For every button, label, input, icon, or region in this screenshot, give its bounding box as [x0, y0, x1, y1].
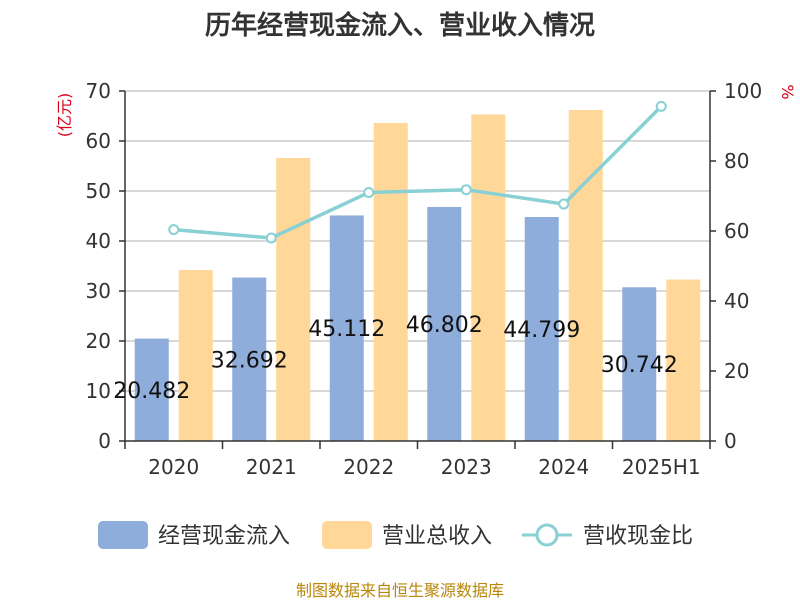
data-label-cash-inflow: 30.742 — [601, 353, 678, 378]
chart-title: 历年经营现金流入、营业收入情况 — [205, 10, 595, 41]
data-label-cash-inflow: 44.799 — [503, 318, 580, 343]
y-left-tick-label: 50 — [86, 179, 111, 203]
bar-revenue — [178, 270, 213, 441]
bars — [134, 110, 701, 441]
bar-revenue — [568, 110, 603, 441]
x-tick-label: 2024 — [538, 455, 589, 479]
bar-revenue — [471, 114, 506, 441]
bar-cash-inflow — [622, 287, 657, 441]
point-ratio — [363, 187, 375, 198]
bar-revenue — [373, 123, 408, 441]
legend-swatch-revenue — [322, 521, 372, 549]
y-right-tick-label: 20 — [724, 359, 749, 383]
y-right-tick-label: 40 — [724, 289, 749, 313]
bar-cash-inflow — [427, 206, 462, 441]
point-ratio — [168, 224, 180, 236]
line-series — [168, 100, 667, 244]
bar-cash-inflow — [524, 217, 559, 441]
x-tick-label: 2022 — [343, 455, 394, 479]
y-left-tick-label: 0 — [98, 429, 111, 453]
data-label-cash-inflow: 46.802 — [406, 313, 483, 338]
y-left-unit: (亿元) — [55, 93, 74, 138]
bar-revenue — [276, 158, 311, 441]
x-tick-label: 2020 — [148, 455, 199, 479]
data-label-cash-inflow: 45.112 — [308, 317, 385, 342]
data-labels: 20.482 32.692 45.112 46.802 44.799 30.742 — [113, 313, 677, 404]
y-left-tick-label: 20 — [86, 329, 111, 353]
footer-source: 制图数据来自恒生聚源数据库 — [296, 581, 504, 600]
legend-label-revenue: 营业总收入 — [382, 524, 492, 549]
x-tick-label: 2023 — [441, 455, 492, 479]
y-right-tick-label: 60 — [724, 219, 749, 243]
legend: 经营现金流入 营业总收入 营收现金比 — [98, 521, 693, 549]
legend-marker-ratio — [535, 523, 559, 547]
y-left-tick-label: 40 — [86, 229, 111, 253]
bar-cash-inflow — [134, 338, 169, 441]
legend-label-ratio: 营收现金比 — [583, 524, 693, 549]
data-label-cash-inflow: 20.482 — [113, 379, 190, 404]
data-label-cash-inflow: 32.692 — [211, 348, 288, 373]
y-right-tick-label: 80 — [724, 149, 749, 173]
point-ratio — [558, 198, 570, 210]
bar-cash-inflow — [329, 215, 364, 441]
legend-swatch-cash-inflow — [98, 521, 148, 549]
y-left-tick-label: 30 — [86, 279, 111, 303]
y-left-tick-label: 60 — [86, 129, 111, 153]
bar-cash-inflow — [232, 277, 267, 441]
y-right-tick-label: 100 — [724, 79, 762, 103]
y-right-unit: % — [778, 84, 797, 99]
axes: 0 10 20 30 40 50 60 70 0 20 40 60 80 100 2020 2021 2022 2… — [86, 79, 763, 479]
y-left-tick-label: 10 — [86, 379, 111, 403]
x-tick-label: 2025H1 — [622, 455, 701, 479]
line-ratio — [173, 105, 663, 240]
point-ratio — [265, 232, 277, 244]
point-ratio — [655, 100, 667, 112]
x-tick-label: 2021 — [246, 455, 297, 479]
y-right-tick-label: 0 — [724, 429, 737, 453]
y-left-tick-label: 70 — [86, 79, 111, 103]
legend-label-cash-inflow: 经营现金流入 — [158, 524, 290, 549]
bar-revenue — [666, 279, 701, 441]
point-ratio — [460, 184, 472, 196]
